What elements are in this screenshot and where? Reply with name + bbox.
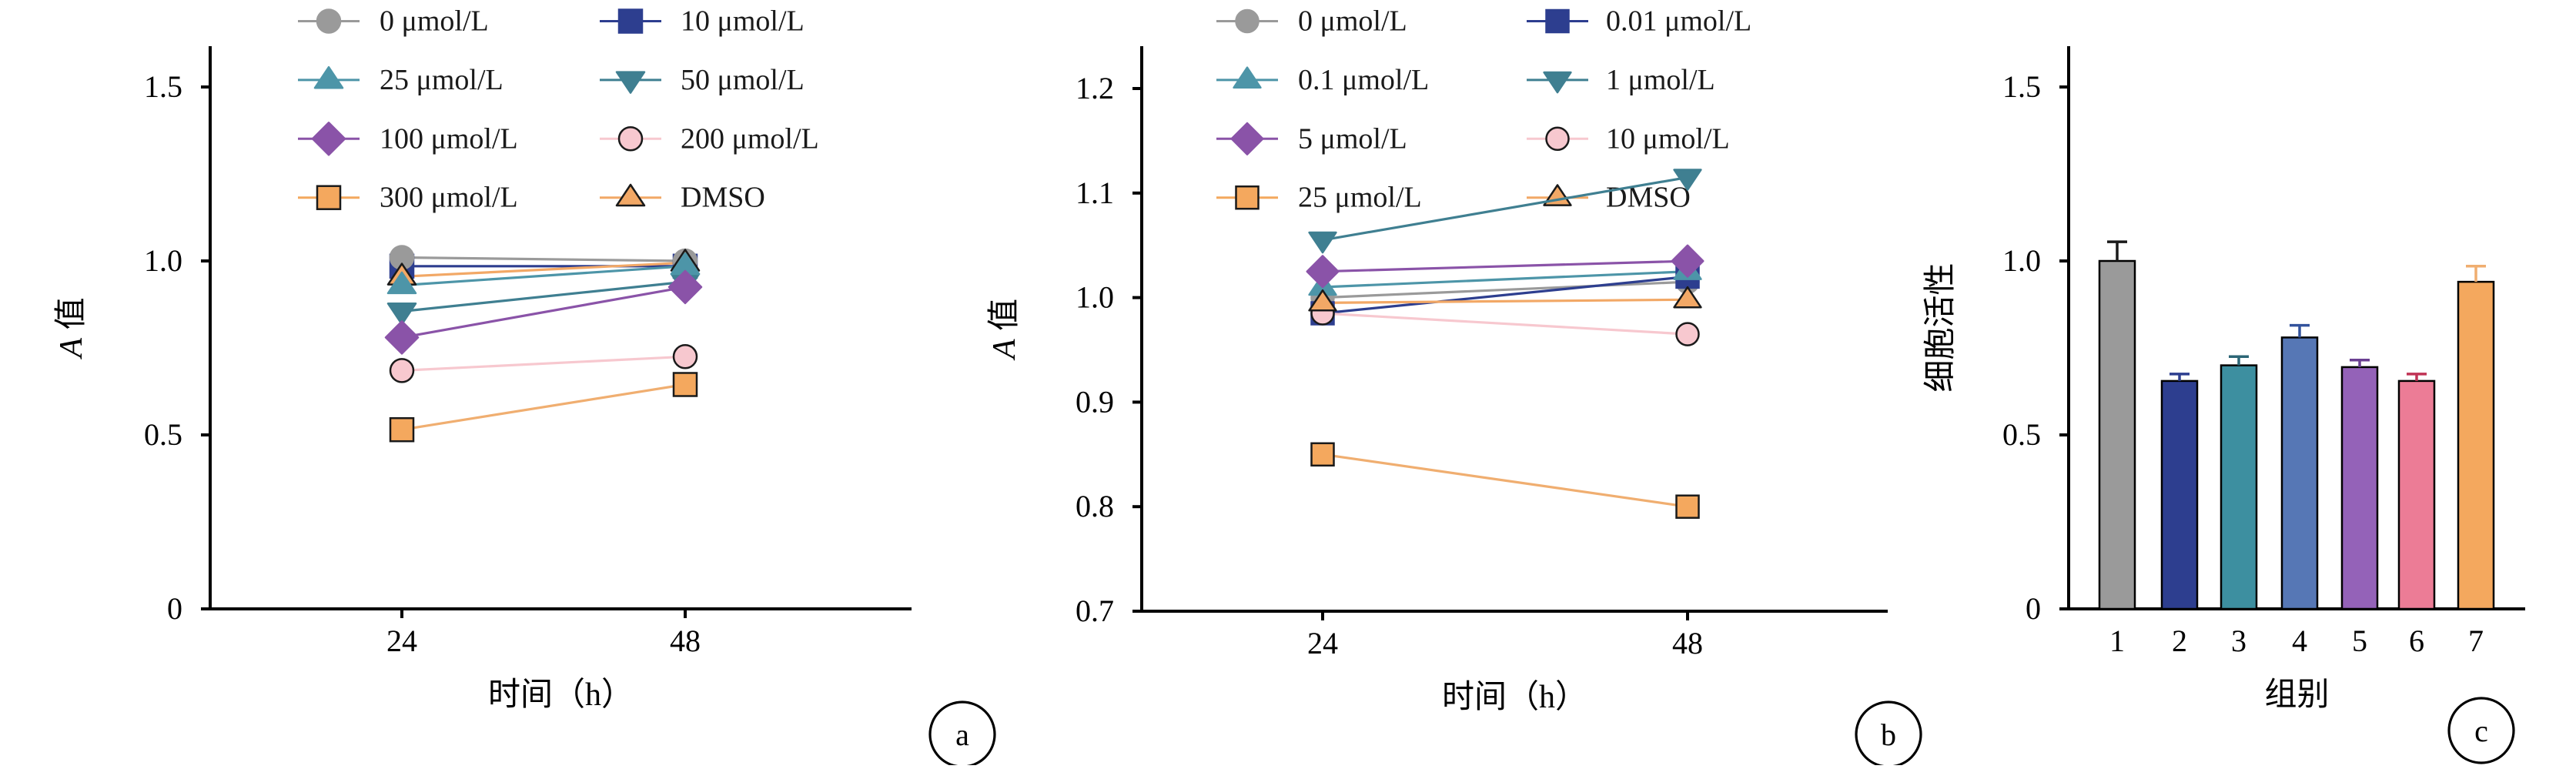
svg-text:200 μmol/L: 200 μmol/L <box>681 122 819 155</box>
svg-text:组别: 组别 <box>2264 677 2329 713</box>
svg-text:5: 5 <box>2352 624 2367 658</box>
svg-text:a: a <box>955 717 969 752</box>
svg-text:时间（h）: 时间（h） <box>1442 680 1587 715</box>
svg-text:2: 2 <box>2172 624 2187 658</box>
svg-text:300 μmol/L: 300 μmol/L <box>380 182 518 214</box>
svg-text:1.5: 1.5 <box>144 69 182 104</box>
svg-text:1.0: 1.0 <box>144 243 182 278</box>
svg-text:0.1 μmol/L: 0.1 μmol/L <box>1298 64 1429 96</box>
svg-text:1.0: 1.0 <box>2002 243 2041 278</box>
svg-text:1: 1 <box>2109 624 2125 658</box>
svg-text:0.5: 0.5 <box>2002 417 2041 452</box>
svg-text:0: 0 <box>2026 591 2041 626</box>
svg-text:10 μmol/L: 10 μmol/L <box>681 5 805 38</box>
svg-text:A 值: A 值 <box>54 297 89 359</box>
svg-text:0.01 μmol/L: 0.01 μmol/L <box>1606 5 1751 38</box>
svg-text:48: 48 <box>670 624 701 658</box>
svg-text:6: 6 <box>2409 624 2424 658</box>
svg-text:100 μmol/L: 100 μmol/L <box>380 122 518 155</box>
svg-text:0: 0 <box>167 591 182 626</box>
svg-text:3: 3 <box>2231 624 2246 658</box>
svg-text:0.8: 0.8 <box>1076 489 1114 523</box>
svg-text:7: 7 <box>2468 624 2484 658</box>
svg-text:0.7: 0.7 <box>1076 593 1114 628</box>
svg-text:25 μmol/L: 25 μmol/L <box>380 64 503 96</box>
svg-text:0 μmol/L: 0 μmol/L <box>1298 5 1407 38</box>
svg-text:5 μmol/L: 5 μmol/L <box>1298 122 1407 155</box>
svg-text:0.9: 0.9 <box>1076 384 1114 419</box>
svg-text:1.5: 1.5 <box>2002 69 2041 104</box>
svg-text:25 μmol/L: 25 μmol/L <box>1298 182 1422 214</box>
svg-text:1.0: 1.0 <box>1076 280 1114 315</box>
svg-text:1.2: 1.2 <box>1076 71 1114 105</box>
svg-text:b: b <box>1881 717 1896 752</box>
svg-text:A 值: A 值 <box>987 299 1022 361</box>
svg-text:10 μmol/L: 10 μmol/L <box>1606 122 1730 155</box>
svg-text:24: 24 <box>386 624 417 658</box>
svg-text:时间（h）: 时间（h） <box>488 677 634 713</box>
svg-text:DMSO: DMSO <box>1606 182 1691 214</box>
svg-text:0 μmol/L: 0 μmol/L <box>380 5 489 38</box>
svg-text:48: 48 <box>1672 626 1703 660</box>
svg-text:DMSO: DMSO <box>681 182 765 214</box>
svg-text:细胞活性: 细胞活性 <box>1923 262 1959 392</box>
svg-text:4: 4 <box>2292 624 2307 658</box>
svg-text:50 μmol/L: 50 μmol/L <box>681 64 805 96</box>
svg-text:0.5: 0.5 <box>144 417 182 452</box>
svg-text:1.1: 1.1 <box>1076 176 1114 210</box>
svg-text:c: c <box>2474 714 2488 748</box>
svg-text:1 μmol/L: 1 μmol/L <box>1606 64 1715 96</box>
svg-text:24: 24 <box>1307 626 1338 660</box>
